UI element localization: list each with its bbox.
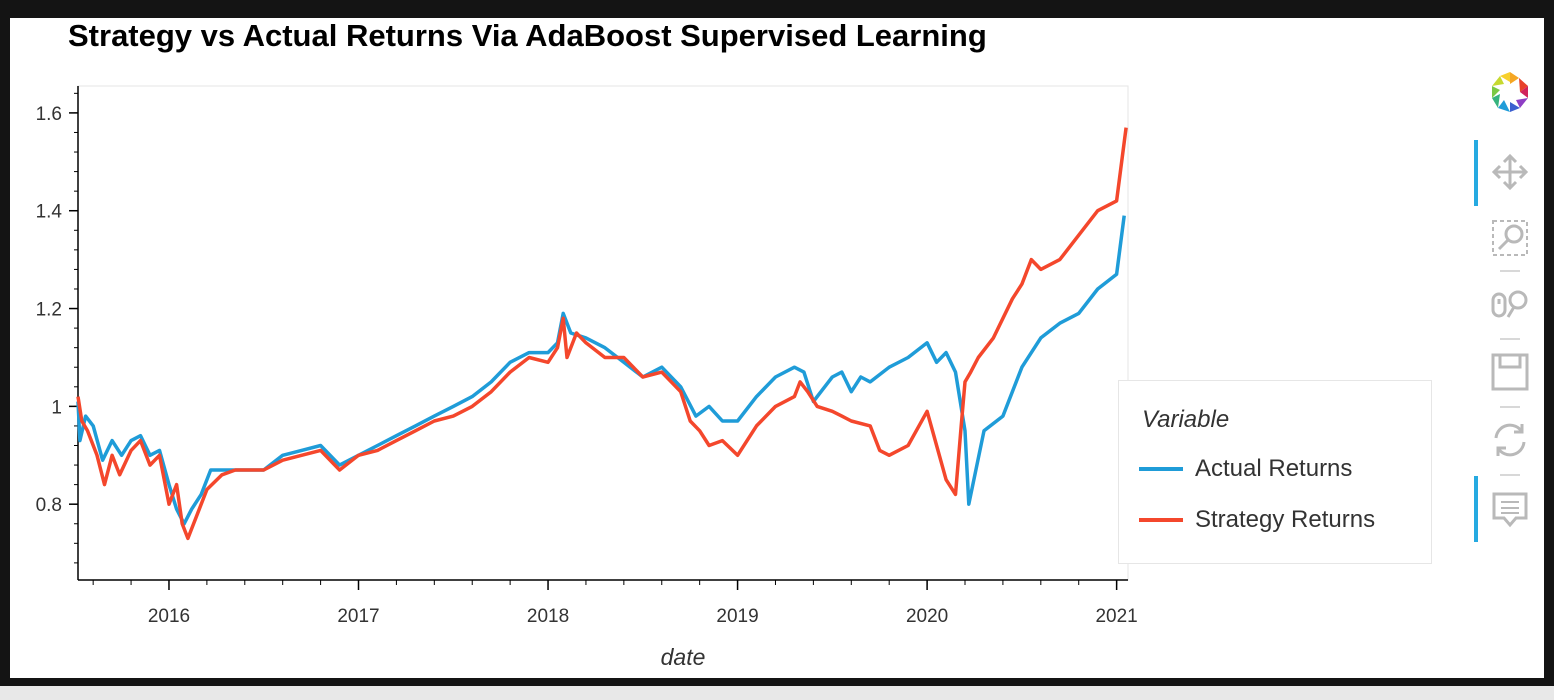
y-tick-label: 1.4 (36, 202, 63, 223)
hover-active-indicator (1474, 476, 1478, 542)
toolbar-separator (1500, 406, 1520, 408)
x-tick-label: 2018 (527, 606, 569, 627)
x-axis-label: date (661, 644, 706, 670)
x-tick-label: 2017 (337, 606, 379, 627)
reset-icon[interactable] (1488, 418, 1532, 462)
toolbar-separator (1500, 270, 1520, 272)
x-tick-label: 2016 (148, 606, 190, 627)
wheel-zoom-icon[interactable] (1488, 282, 1532, 326)
y-tick-label: 0.8 (36, 495, 62, 516)
x-tick-label: 2019 (716, 606, 758, 627)
legend-swatch-strategy-returns (1139, 518, 1183, 522)
y-tick-label: 1.2 (36, 300, 62, 321)
pan-icon[interactable] (1488, 150, 1532, 194)
legend-label-actual-returns: Actual Returns (1195, 455, 1353, 482)
bokeh-logo-icon[interactable] (1488, 70, 1532, 114)
y-tick-label: 1.6 (36, 104, 62, 125)
x-tick-label: 2020 (906, 606, 948, 627)
toolbar-separator (1500, 474, 1520, 476)
legend: Variable Actual Returns Strategy Returns (1118, 380, 1432, 564)
toolbar-separator (1500, 338, 1520, 340)
pan-active-indicator (1474, 140, 1478, 206)
legend-item-strategy-returns[interactable]: Strategy Returns (1139, 505, 1375, 535)
hover-icon[interactable] (1488, 488, 1532, 532)
legend-swatch-actual-returns (1139, 467, 1183, 471)
legend-title: Variable (1142, 406, 1230, 433)
bottom-strip (0, 686, 1554, 700)
y-tick-label: 1 (51, 397, 62, 418)
plot-frame (77, 85, 1129, 581)
chart-title: Strategy vs Actual Returns Via AdaBoost … (68, 18, 987, 53)
box-zoom-icon[interactable] (1488, 216, 1532, 260)
x-tick-label: 2021 (1095, 606, 1137, 627)
series-line-actual-returns (76, 215, 1126, 526)
chart-frame (10, 18, 1544, 678)
toolbar (1474, 60, 1534, 542)
legend-item-actual-returns[interactable]: Actual Returns (1139, 454, 1352, 484)
legend-label-strategy-returns: Strategy Returns (1195, 506, 1376, 533)
series-line-strategy-returns (76, 127, 1128, 541)
save-icon[interactable] (1488, 350, 1532, 394)
